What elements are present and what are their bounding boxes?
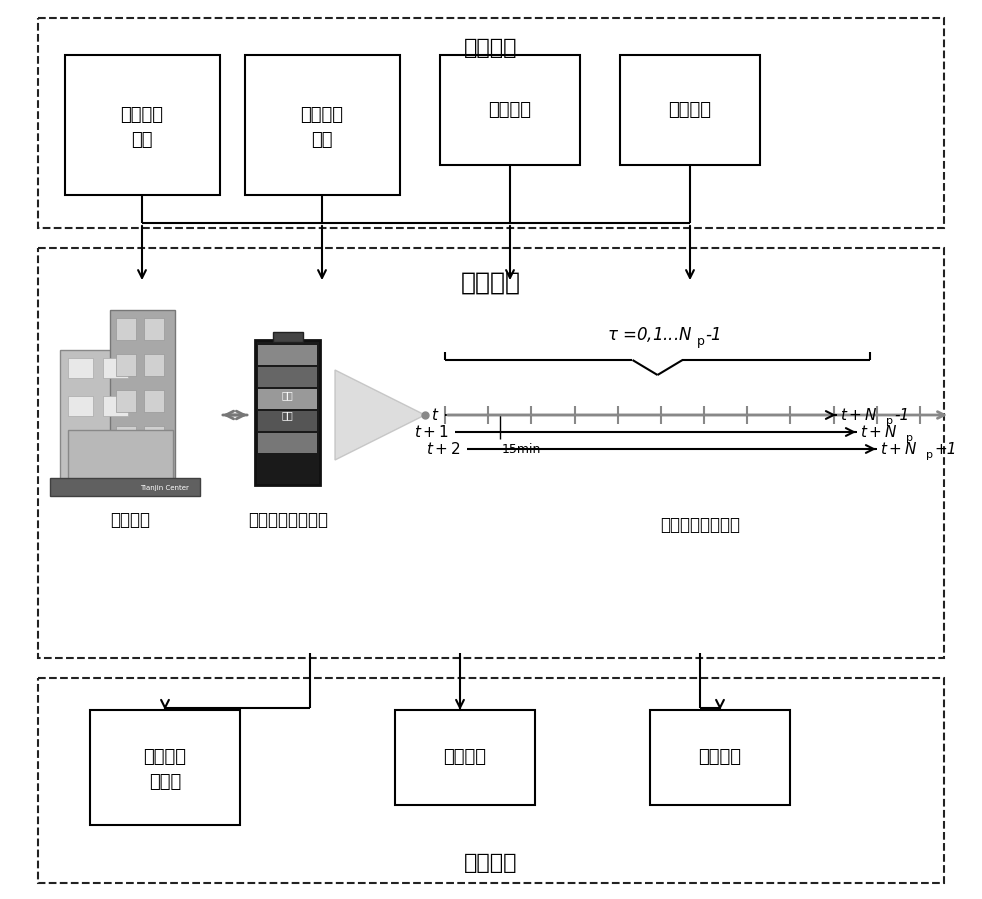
Bar — [258, 367, 317, 387]
Bar — [68, 434, 93, 454]
Text: $t+N$: $t+N$ — [880, 441, 918, 457]
Text: 功率: 功率 — [132, 131, 153, 149]
Bar — [116, 318, 136, 340]
Text: 楼宇虚拟储能系统: 楼宇虚拟储能系统 — [248, 511, 328, 529]
Text: 楼宇微网: 楼宇微网 — [110, 511, 150, 529]
Text: 储能: 储能 — [281, 390, 293, 400]
Bar — [68, 358, 93, 378]
Text: 电力负荷: 电力负荷 — [488, 101, 531, 119]
Bar — [273, 332, 303, 342]
Text: p: p — [906, 433, 913, 443]
Text: $t+2$: $t+2$ — [426, 441, 461, 457]
Bar — [38, 678, 944, 883]
Bar — [116, 426, 136, 448]
Bar — [68, 430, 173, 480]
Bar — [650, 710, 790, 805]
Text: 功率: 功率 — [311, 131, 333, 149]
Bar — [258, 411, 317, 431]
Polygon shape — [335, 370, 425, 460]
Text: 控制策略: 控制策略 — [464, 853, 518, 873]
Bar — [90, 710, 240, 825]
Bar — [103, 358, 128, 378]
Text: 微网联络: 微网联络 — [143, 748, 187, 766]
Text: -1: -1 — [705, 326, 722, 344]
Bar — [103, 396, 128, 416]
Bar — [38, 18, 944, 228]
Text: p: p — [886, 416, 893, 426]
Bar — [245, 55, 400, 195]
Text: 室内温度: 室内温度 — [698, 748, 741, 766]
Text: 装置: 装置 — [281, 410, 293, 420]
Text: $t+1$: $t+1$ — [414, 424, 449, 440]
Bar — [50, 478, 200, 496]
Bar — [258, 389, 317, 409]
Bar — [395, 710, 535, 805]
Bar — [620, 55, 760, 165]
Bar — [144, 354, 164, 376]
Bar — [144, 318, 164, 340]
Bar — [116, 354, 136, 376]
Text: $t+N$: $t+N$ — [840, 407, 878, 423]
Text: 数据预测: 数据预测 — [464, 38, 518, 58]
Bar — [144, 426, 164, 448]
Text: 风机输出: 风机输出 — [121, 106, 163, 124]
Text: 模型预测调控方法: 模型预测调控方法 — [660, 516, 740, 534]
Bar — [116, 390, 136, 412]
Bar — [440, 55, 580, 165]
Text: 光伏输出: 光伏输出 — [300, 106, 344, 124]
Bar — [38, 248, 944, 658]
Bar — [258, 345, 317, 365]
Bar — [110, 310, 175, 480]
Text: $t$: $t$ — [430, 407, 439, 423]
Text: 实时电价: 实时电价 — [669, 101, 712, 119]
Text: 线功率: 线功率 — [149, 773, 181, 791]
Bar — [68, 396, 93, 416]
Text: p: p — [926, 450, 933, 460]
Bar — [60, 350, 140, 480]
Text: Tianjin Center: Tianjin Center — [140, 485, 190, 491]
Text: -1: -1 — [894, 407, 909, 423]
Text: p: p — [697, 334, 705, 348]
Text: 优化调控: 优化调控 — [461, 271, 521, 295]
Bar — [103, 434, 128, 454]
Text: 15min: 15min — [502, 443, 541, 456]
Bar — [144, 390, 164, 412]
Bar — [255, 340, 320, 485]
Text: 制冷需求: 制冷需求 — [444, 748, 486, 766]
Text: $t+N$: $t+N$ — [860, 424, 898, 440]
Bar — [65, 55, 220, 195]
Bar — [258, 433, 317, 453]
Text: +1: +1 — [934, 441, 956, 457]
Text: $\tau$ =0,1...$N$: $\tau$ =0,1...$N$ — [607, 325, 692, 344]
